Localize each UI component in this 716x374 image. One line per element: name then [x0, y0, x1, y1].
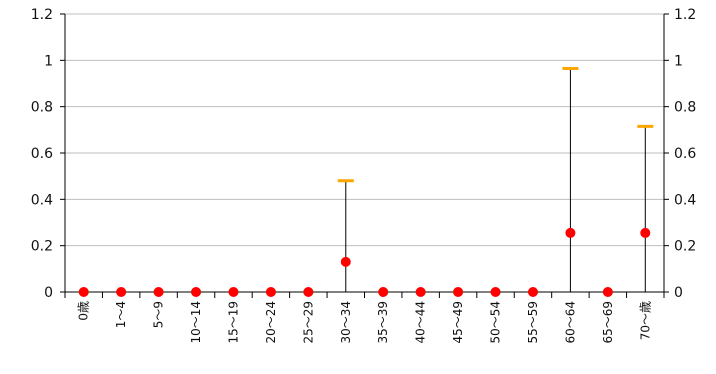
x-category-label: 15～19	[226, 301, 240, 344]
x-category-label: 10～14	[189, 301, 203, 344]
data-point	[378, 287, 389, 297]
y-tick-label-left: 1.2	[31, 7, 53, 23]
y-tick-label-left: 1	[44, 53, 53, 69]
x-category-label: 55～59	[526, 301, 540, 344]
gridlines	[65, 13, 664, 247]
data-point	[453, 287, 464, 297]
y-tick-label-right: 0.2	[674, 239, 696, 255]
x-category-label: 40～44	[414, 301, 428, 344]
data-point	[340, 256, 351, 267]
data-point	[527, 287, 538, 297]
x-category-label: 0歳	[77, 301, 91, 321]
y-tick-label-right: 0.8	[674, 100, 696, 116]
data-point	[303, 287, 314, 297]
x-category-label: 65～69	[601, 301, 615, 344]
y-tick-label-right: 0	[674, 285, 683, 301]
y-tick-label-left: 0.6	[31, 146, 53, 162]
x-category-label: 30～34	[339, 301, 353, 344]
data-point	[153, 287, 164, 297]
data-point	[565, 227, 576, 238]
data-point	[78, 287, 89, 297]
x-category-label: 60～64	[563, 301, 577, 344]
y-tick-label-left: 0.4	[31, 192, 53, 208]
y-tick-label-right: 0.6	[674, 146, 696, 162]
error-bars	[337, 66, 654, 292]
y-tick-label-left: 0	[44, 285, 53, 301]
x-category-label: 45～49	[451, 301, 465, 344]
data-point	[602, 287, 613, 297]
data-point	[228, 287, 239, 297]
data-point	[191, 287, 202, 297]
axes	[60, 13, 669, 298]
data-point	[265, 287, 276, 297]
y-tick-label-right: 1	[674, 53, 683, 69]
data-point	[116, 287, 127, 297]
x-category-label: 1～4	[114, 301, 128, 328]
y-tick-label-left: 0.8	[31, 100, 53, 116]
x-category-label: 25～29	[301, 301, 315, 344]
x-category-label: 50～54	[489, 301, 503, 344]
data-point	[640, 227, 651, 238]
y-tick-label-right: 0.4	[674, 192, 696, 208]
tick-labels: 0 0.2 0.4 0.6 0.8 1 1.2 0 0.2 0.4 0.6 0.8 1 1.2 0歳 1～4 5…	[31, 7, 697, 344]
data-point	[415, 287, 426, 297]
y-tick-label-right: 1.2	[674, 7, 696, 23]
y-tick-label-left: 0.2	[31, 239, 53, 255]
x-category-label: 20～24	[264, 301, 278, 344]
x-category-label: 5～9	[152, 301, 166, 328]
data-points	[78, 227, 651, 297]
x-category-label: 35～39	[376, 301, 390, 344]
data-point	[490, 287, 501, 297]
x-category-label: 70～歳	[638, 301, 652, 340]
